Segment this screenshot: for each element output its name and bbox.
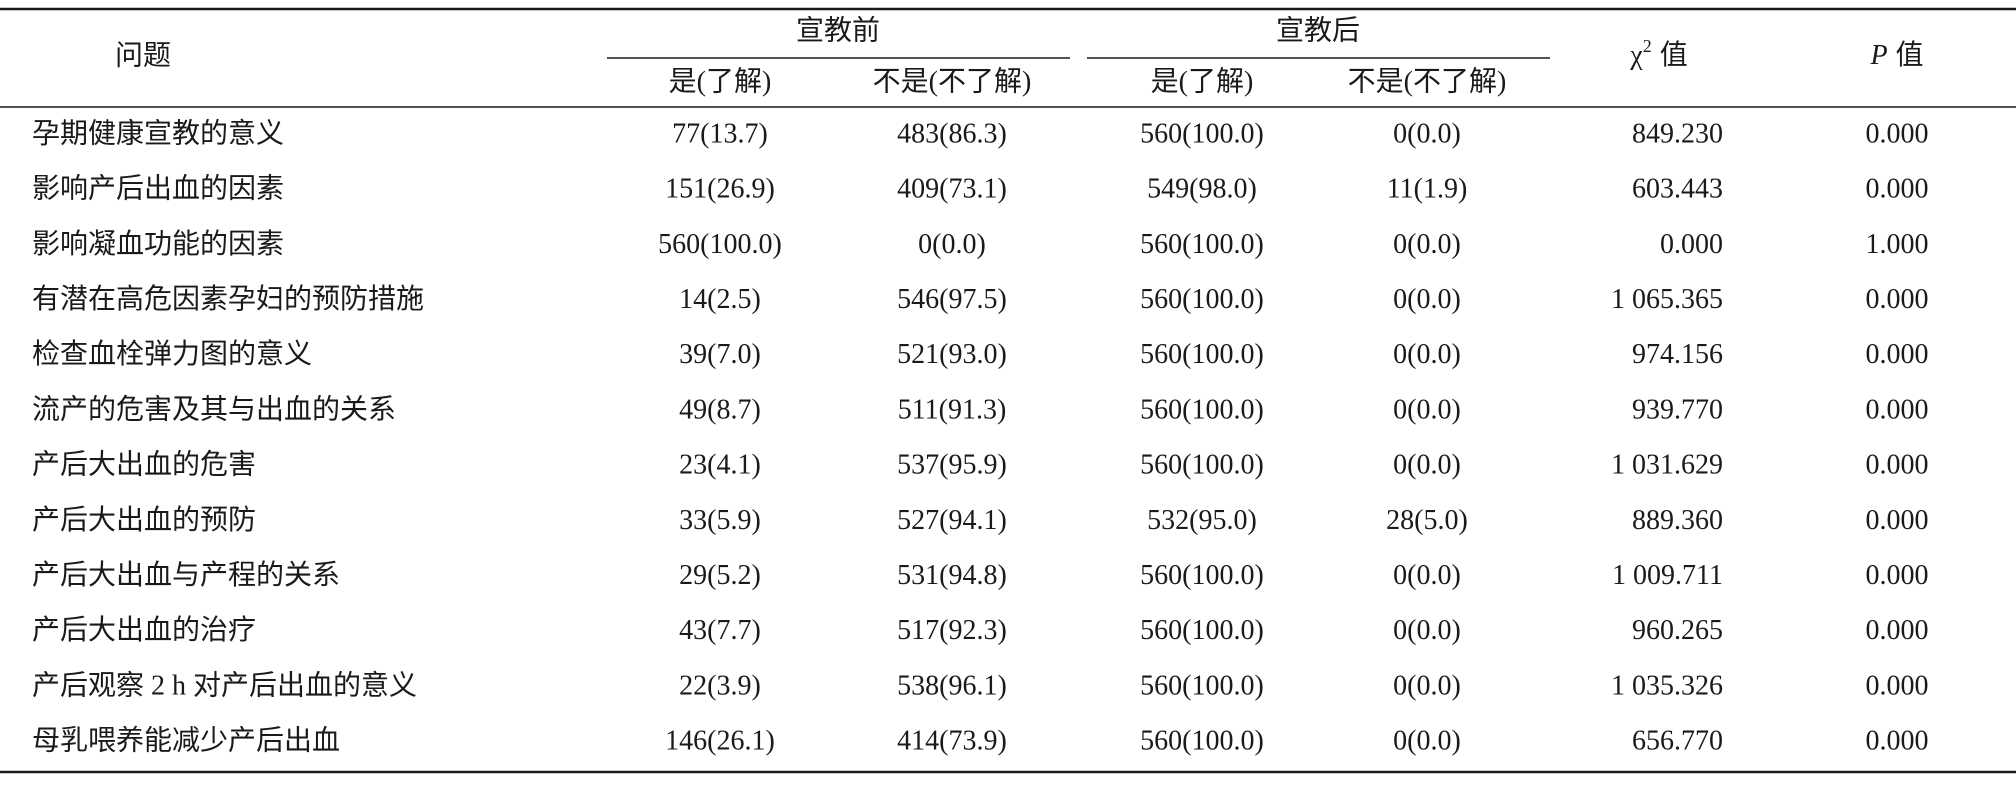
cell: 560(100.0)	[1140, 394, 1264, 425]
cell: 0(0.0)	[1393, 560, 1461, 591]
cell: 0.000	[1866, 615, 1929, 646]
cell: 29(5.2)	[679, 560, 761, 591]
cell: 531(94.8)	[897, 560, 1007, 591]
cell: 974.156	[1632, 339, 1723, 370]
cell: 0(0.0)	[1393, 229, 1461, 260]
chi-symbol: χ	[1629, 40, 1643, 71]
cell: 0.000	[1866, 174, 1929, 205]
cell: 0.000	[1866, 284, 1929, 315]
cell: 0.000	[1866, 726, 1929, 757]
cell: 939.770	[1632, 394, 1723, 425]
cell: 1 035.326	[1611, 670, 1723, 701]
group-header: 宣教前	[796, 14, 880, 46]
cell: 889.360	[1632, 505, 1723, 536]
p-symbol: P	[1869, 40, 1887, 71]
cell: 560(100.0)	[1140, 118, 1264, 149]
cell: 483(86.3)	[897, 118, 1007, 149]
cell: 527(94.1)	[897, 505, 1007, 536]
cell: 0.000	[1866, 505, 1929, 536]
cell: 560(100.0)	[1140, 560, 1264, 591]
cell: 560(100.0)	[1140, 450, 1264, 481]
row-label: 母乳喂养能减少产后出血	[32, 725, 340, 757]
cell: 409(73.1)	[897, 174, 1007, 205]
row-label: 影响产后出血的因素	[32, 173, 284, 205]
cell: 33(5.9)	[679, 505, 761, 536]
row-label: 产后大出血的危害	[32, 449, 256, 481]
p-suffix: 值	[1896, 39, 1924, 71]
row-label: 有潜在高危因素孕妇的预防措施	[32, 283, 424, 315]
row-label: 影响凝血功能的因素	[32, 228, 284, 260]
cell: 546(97.5)	[897, 284, 1007, 315]
cell: 23(4.1)	[679, 450, 761, 481]
cell: 560(100.0)	[1140, 615, 1264, 646]
cell: 560(100.0)	[1140, 670, 1264, 701]
cell: 960.265	[1632, 615, 1723, 646]
cell: 560(100.0)	[1140, 339, 1264, 370]
sub-header: 不是(不了解)	[873, 65, 1032, 97]
cell: 0.000	[1866, 394, 1929, 425]
row-label: 流产的危害及其与出血的关系	[32, 393, 396, 425]
chi-sup: 2	[1643, 36, 1652, 56]
cell: 1 031.629	[1611, 450, 1723, 481]
cell: 0(0.0)	[1393, 726, 1461, 757]
cell: 656.770	[1632, 726, 1723, 757]
cell: 414(73.9)	[897, 726, 1007, 757]
cell: 1 009.711	[1612, 560, 1723, 591]
chi-suffix: 值	[1660, 39, 1688, 71]
cell: 1.000	[1866, 229, 1929, 260]
cell: 0(0.0)	[1393, 615, 1461, 646]
cell: 1 065.365	[1611, 284, 1723, 315]
header-question: 问题	[115, 39, 171, 71]
cell: 28(5.0)	[1386, 505, 1468, 536]
cell: 0(0.0)	[1393, 394, 1461, 425]
cell: 511(91.3)	[898, 394, 1007, 425]
cell: 849.230	[1632, 118, 1723, 149]
cell: 0(0.0)	[1393, 670, 1461, 701]
row-label: 孕期健康宣教的意义	[32, 117, 284, 149]
cell: 14(2.5)	[679, 284, 761, 315]
sub-header: 不是(不了解)	[1348, 65, 1507, 97]
sub-header: 是(了解)	[1151, 65, 1254, 97]
cell: 0(0.0)	[1393, 284, 1461, 315]
cell: 22(3.9)	[679, 670, 761, 701]
row-label: 产后大出血的预防	[32, 504, 256, 536]
cell: 537(95.9)	[897, 450, 1007, 481]
cell: 0(0.0)	[1393, 118, 1461, 149]
row-label: 产后大出血与产程的关系	[32, 559, 340, 591]
cell: 560(100.0)	[1140, 726, 1264, 757]
cell: 0.000	[1866, 450, 1929, 481]
cell: 560(100.0)	[1140, 229, 1264, 260]
cell: 146(26.1)	[665, 726, 775, 757]
cell: 603.443	[1632, 174, 1723, 205]
cell: 151(26.9)	[665, 174, 775, 205]
cell: 43(7.7)	[679, 615, 761, 646]
cell: 0.000	[1660, 229, 1723, 260]
row-label: 产后大出血的治疗	[32, 614, 256, 646]
cell: 560(100.0)	[1140, 284, 1264, 315]
cell: 532(95.0)	[1147, 505, 1257, 536]
cell: 560(100.0)	[658, 229, 782, 260]
cell: 49(8.7)	[679, 394, 761, 425]
cell: 0.000	[1866, 670, 1929, 701]
cell: 549(98.0)	[1147, 174, 1257, 205]
cell: 0.000	[1866, 560, 1929, 591]
cell: 0(0.0)	[1393, 450, 1461, 481]
cell: 39(7.0)	[679, 339, 761, 370]
cell: 0(0.0)	[1393, 339, 1461, 370]
cell: 77(13.7)	[672, 118, 768, 149]
cell: 517(92.3)	[897, 615, 1007, 646]
cell: 11(1.9)	[1387, 174, 1468, 205]
cell: 0(0.0)	[918, 229, 986, 260]
cell: 0.000	[1866, 339, 1929, 370]
group-header: 宣教后	[1276, 14, 1360, 46]
row-label: 产后观察 2 h 对产后出血的意义	[32, 669, 417, 701]
cell: 521(93.0)	[897, 339, 1007, 370]
cell: 0.000	[1866, 118, 1929, 149]
header-chi: χ2 值	[1629, 36, 1687, 71]
sub-header: 是(了解)	[669, 65, 772, 97]
row-label: 检查血栓弹力图的意义	[32, 338, 312, 370]
cell: 538(96.1)	[897, 670, 1007, 701]
